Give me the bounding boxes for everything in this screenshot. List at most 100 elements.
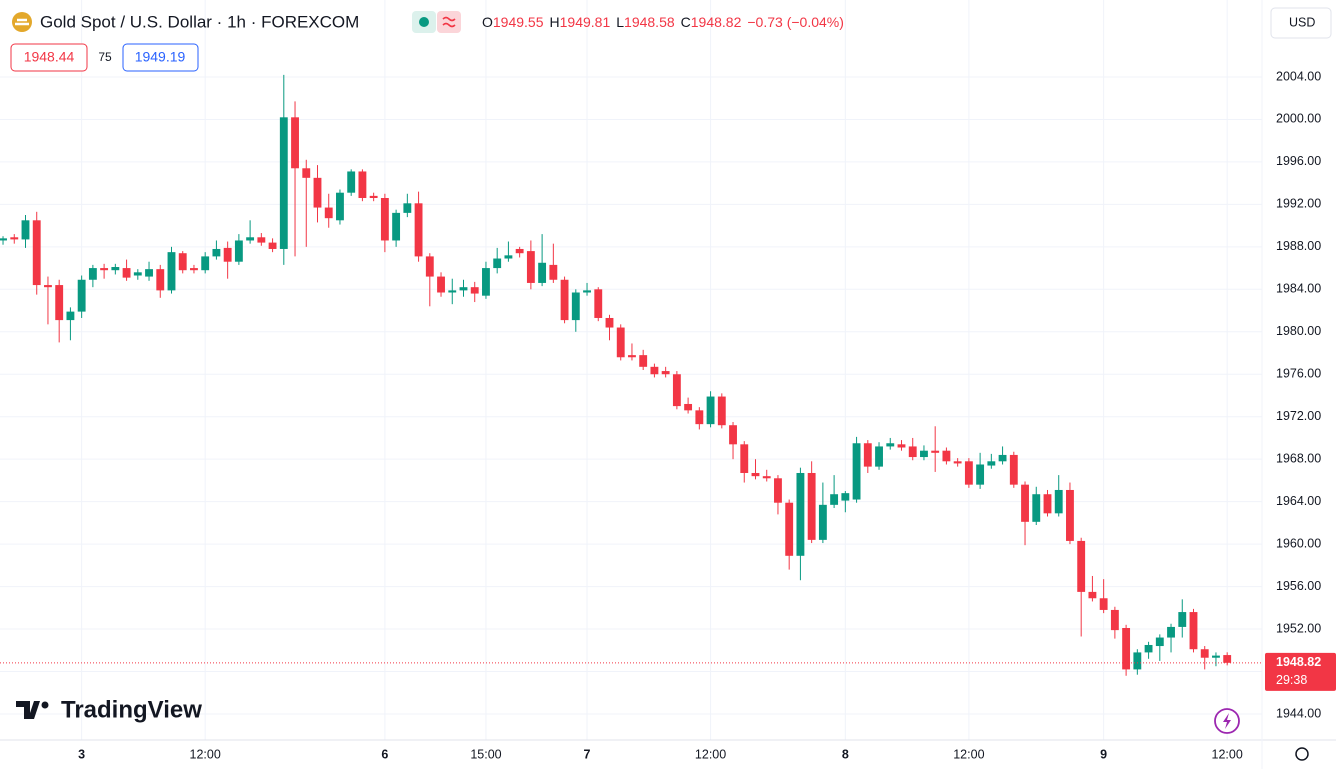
alert-icon [1223,713,1231,729]
data-status-icon [442,16,456,28]
candle-body [920,450,928,458]
candle-body [1043,494,1052,514]
candle-body [212,248,221,257]
candle-body [268,242,277,249]
data-status[interactable] [437,11,461,33]
candle-body [392,212,401,241]
ohlc-item: 1948.58 [624,14,675,30]
y-tick-label: 1960.00 [1276,536,1321,550]
candle-body [1200,649,1209,658]
y-tick-label: 1988.00 [1276,239,1321,253]
symbol-icon [12,12,32,32]
ohlc-item: H [550,14,560,30]
candle-body [122,268,131,278]
y-tick-label: 1952.00 [1276,621,1321,635]
candle-body [751,472,760,477]
candle-body [875,446,883,467]
candle-body [336,192,344,221]
candle-body [987,461,996,466]
candle-body [403,203,412,213]
candle-body [1032,494,1041,522]
candle-body [66,311,75,321]
currency-button[interactable] [1270,7,1332,39]
candle-body [964,461,973,485]
candle-body [785,502,794,556]
candle-body [571,292,580,321]
ohlc-item: 1948.82 [691,14,742,30]
candle-body [470,287,479,294]
candle-body [740,444,749,473]
x-tick-label: 8 [842,747,849,761]
x-tick-label: 12:00 [1212,747,1243,761]
bid-price: 1948.44 [24,49,75,65]
candle-body [234,240,243,262]
ohlc-item: O [482,14,493,30]
y-tick-label: 1956.00 [1276,579,1321,593]
candle-body [347,171,356,193]
candle-body [100,268,109,271]
candle-body [1066,489,1074,541]
y-tick-label: 1992.00 [1276,197,1321,211]
x-tick-label: 9 [1100,747,1107,761]
y-tick-label: 1968.00 [1276,451,1321,465]
candle-body [729,425,737,445]
candle-body [1077,540,1086,592]
candle-body [201,256,210,271]
settings-button[interactable] [1295,747,1309,761]
candle-body [10,237,19,240]
candle-body [515,248,524,254]
ohlc-item: 1949.81 [560,14,611,30]
candle-body [908,446,917,458]
candle-body [369,195,378,199]
x-tick-label: 12:00 [695,747,726,761]
y-tick-label: 1996.00 [1276,154,1321,168]
y-tick-label: 1976.00 [1276,367,1321,381]
ohlc-values: O1949.55 H1949.81 L1948.58 C1948.82 −0.73 (−… [482,14,844,30]
candle-body [942,450,951,462]
candle-body [1122,627,1131,670]
candle-body [1155,637,1164,647]
candle-body [1144,644,1153,653]
y-tick-label: 1984.00 [1276,282,1321,296]
last-price-label: 1948.82 [1276,655,1321,669]
candle-body [358,171,367,199]
sell-button[interactable] [10,43,88,72]
candle-body [841,493,850,501]
candle-body [291,117,299,169]
candle-body [190,268,198,271]
y-tick-label: 1980.00 [1276,324,1321,338]
x-tick-label: 12:00 [190,747,221,761]
candle-body [628,355,636,358]
buy-button[interactable] [122,43,199,72]
candle-body [44,285,52,288]
candle-body [145,269,153,277]
candle-body [313,177,322,208]
candle-body [684,403,693,411]
candle-body [976,464,985,485]
candle-body [380,198,389,241]
candle-body [897,444,906,448]
x-tick-label: 6 [381,747,388,761]
symbol-title[interactable]: Gold Spot / U.S. Dollar · 1h · FOREXCOM [40,12,359,31]
candle-body [560,279,569,321]
candle-body [437,276,445,293]
candle-body [77,279,86,312]
x-tick-label: 15:00 [470,747,501,761]
ohlc-item: −0.73 (−0.04%) [747,14,844,30]
ask-price: 1949.19 [135,49,186,65]
candle-body [1178,612,1187,627]
candle-body [279,117,288,249]
candle-body [762,476,771,479]
last-price-box [1265,652,1336,691]
candle-body [459,287,468,291]
candle-body [504,255,513,259]
candle-body [414,203,423,257]
candle-body [852,443,861,500]
logo-icon-dot [41,701,49,709]
candle-body [167,252,176,291]
y-tick-label: 2000.00 [1276,112,1321,126]
candle-body [1212,655,1220,658]
candle-body [774,478,782,503]
candles [0,74,1232,676]
